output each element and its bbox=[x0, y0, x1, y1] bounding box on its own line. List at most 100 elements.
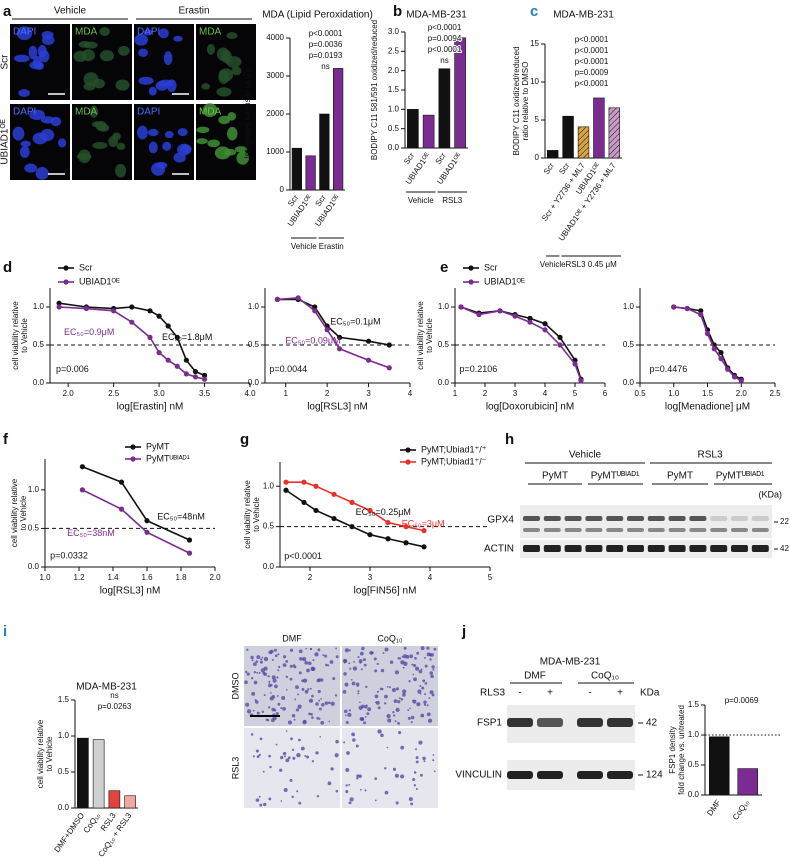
cell bbox=[271, 718, 275, 723]
cell bbox=[271, 694, 276, 699]
cell bbox=[431, 693, 435, 697]
cell bbox=[413, 664, 417, 668]
data-point bbox=[274, 296, 281, 302]
cell bbox=[375, 700, 380, 705]
cell bbox=[291, 713, 296, 718]
band bbox=[543, 528, 561, 532]
cell bbox=[384, 767, 387, 770]
cell bbox=[424, 656, 426, 659]
data-point bbox=[165, 357, 171, 363]
cell bbox=[275, 743, 278, 746]
cell bbox=[352, 738, 356, 742]
cell bbox=[392, 710, 395, 714]
data-point bbox=[331, 515, 337, 522]
row-label: DMSO bbox=[230, 673, 240, 700]
y-tick-label: 0 bbox=[280, 185, 285, 194]
cell bbox=[418, 669, 423, 674]
panel-label: g bbox=[240, 431, 249, 448]
y-tick-label: 0.5 bbox=[248, 340, 260, 349]
cell bbox=[273, 648, 277, 652]
cell bbox=[278, 665, 281, 669]
cell bbox=[245, 702, 250, 707]
bar bbox=[737, 768, 759, 796]
band bbox=[507, 718, 533, 727]
cell bbox=[267, 706, 271, 709]
data-point bbox=[497, 308, 503, 314]
cell bbox=[397, 657, 400, 660]
blot-title: MDA-MB-231 bbox=[540, 657, 601, 668]
data-point bbox=[283, 479, 289, 485]
x-tick-label: 3 bbox=[513, 389, 518, 398]
bar bbox=[454, 37, 466, 149]
band bbox=[689, 545, 707, 552]
legend-marker bbox=[130, 456, 136, 462]
band bbox=[627, 516, 644, 521]
annotation: EC₅₀=3μM bbox=[402, 518, 445, 528]
band bbox=[523, 516, 540, 521]
y-tick-label: 2000 bbox=[266, 109, 284, 118]
cell bbox=[218, 115, 231, 125]
data-point bbox=[403, 540, 409, 546]
data-point bbox=[578, 378, 584, 384]
cell bbox=[316, 794, 320, 798]
cell bbox=[258, 795, 261, 798]
cell bbox=[285, 675, 288, 678]
annotation: p<0.0001 bbox=[575, 57, 609, 66]
data-point bbox=[403, 524, 409, 530]
cell bbox=[320, 678, 324, 682]
cell bbox=[283, 755, 286, 758]
cell bbox=[420, 668, 423, 671]
annotation: p=0.0009 bbox=[575, 68, 609, 77]
legend-label: Scr bbox=[484, 262, 498, 272]
cell bbox=[342, 658, 347, 663]
data-point bbox=[421, 528, 427, 534]
cell bbox=[419, 773, 423, 777]
bar bbox=[291, 147, 302, 191]
protein-label: GPX4 bbox=[487, 515, 514, 526]
x-tick-label: 2 bbox=[325, 389, 330, 398]
cell bbox=[377, 706, 381, 710]
cell bbox=[24, 163, 38, 173]
data-point bbox=[349, 524, 355, 530]
cell bbox=[274, 654, 278, 658]
cell bbox=[251, 691, 256, 696]
cell bbox=[244, 680, 248, 685]
cell bbox=[234, 146, 248, 153]
cell bbox=[18, 89, 30, 98]
cell bbox=[367, 707, 372, 712]
cell bbox=[32, 132, 48, 145]
annotation: EC₅₀=0.09μM bbox=[285, 336, 340, 346]
x-tick-label: 2.5 bbox=[108, 389, 120, 398]
cells bbox=[343, 729, 436, 806]
cell bbox=[353, 661, 355, 663]
annotation: p=0.006 bbox=[56, 364, 89, 374]
cell bbox=[226, 56, 242, 68]
cell bbox=[29, 109, 46, 121]
cell bbox=[400, 745, 405, 750]
cell bbox=[356, 777, 359, 780]
band bbox=[751, 528, 769, 532]
panel-label: j bbox=[461, 623, 466, 640]
channel-label: MDA bbox=[75, 27, 98, 38]
legend-label: PyMT bbox=[146, 441, 170, 451]
band bbox=[537, 771, 563, 779]
cell bbox=[395, 707, 400, 712]
x-tick-label: 2.0 bbox=[736, 389, 748, 398]
cell bbox=[409, 707, 411, 710]
cell bbox=[357, 655, 360, 659]
cell bbox=[402, 666, 405, 669]
data-point bbox=[542, 327, 548, 333]
cell bbox=[357, 690, 360, 693]
y-axis-label: cell viability relative bbox=[11, 301, 20, 370]
cell bbox=[328, 720, 331, 723]
cell bbox=[50, 116, 62, 127]
cell bbox=[420, 646, 425, 651]
data-point bbox=[386, 365, 392, 371]
y-tick-label: 1.0 bbox=[623, 302, 635, 311]
cell bbox=[206, 44, 216, 55]
cell bbox=[426, 704, 429, 707]
y-tick-label: 0.5 bbox=[688, 760, 700, 769]
micrograph bbox=[244, 646, 340, 726]
group-label: Vehicle bbox=[408, 196, 434, 205]
cell bbox=[422, 756, 426, 761]
